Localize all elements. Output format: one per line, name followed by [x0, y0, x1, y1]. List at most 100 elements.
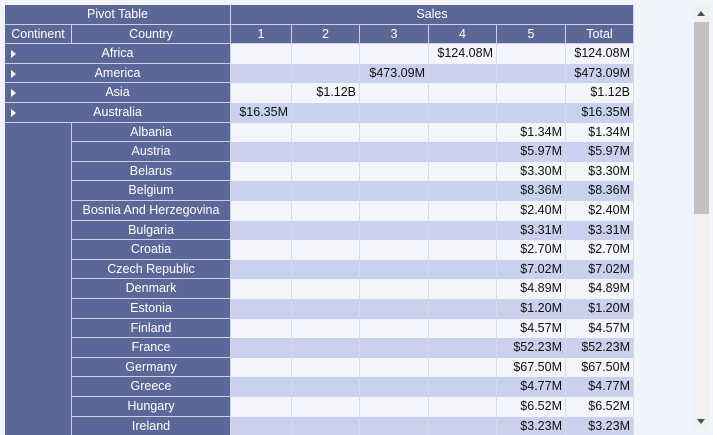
value-cell — [429, 259, 497, 280]
value-cell — [360, 201, 429, 221]
value-cell — [231, 63, 292, 84]
row-field-header[interactable]: Continent — [5, 24, 72, 45]
value-cell — [231, 259, 292, 280]
value-cell — [292, 201, 360, 221]
scrollbar[interactable] — [693, 5, 710, 430]
country-cell: Estonia — [72, 299, 231, 319]
value-cell — [292, 161, 360, 182]
value-cell — [360, 338, 429, 358]
value-cell — [231, 122, 292, 143]
value-cell — [231, 240, 292, 260]
value-cell: $8.36M — [497, 181, 566, 201]
value-cell — [292, 357, 360, 378]
value-cell — [292, 181, 360, 201]
value-cell — [231, 397, 292, 417]
value-cell: $4.77M — [497, 377, 566, 397]
value-cell — [360, 142, 429, 162]
value-cell — [292, 318, 360, 339]
value-cell — [292, 142, 360, 162]
value-cell — [429, 201, 497, 221]
value-cell: $7.02M — [497, 259, 566, 280]
value-cell: $5.97M — [566, 142, 634, 162]
value-cell: $4.89M — [497, 279, 566, 299]
value-cell — [360, 44, 429, 64]
value-cell — [429, 377, 497, 397]
continent-cell[interactable]: Africa — [5, 44, 231, 64]
continent-cell[interactable]: Australia — [5, 103, 231, 123]
value-cell: $6.52M — [566, 397, 634, 417]
value-cell — [360, 299, 429, 319]
country-cell: Ireland — [72, 416, 231, 435]
value-cell — [231, 220, 292, 241]
value-cell — [292, 338, 360, 358]
value-cell — [429, 240, 497, 260]
value-cell — [429, 181, 497, 201]
value-cell: $473.09M — [360, 63, 429, 84]
value-cell: $473.09M — [566, 63, 634, 84]
value-cell: $1.12B — [566, 83, 634, 103]
value-cell — [429, 161, 497, 182]
value-cell — [231, 416, 292, 435]
continent-cell[interactable]: Asia — [5, 83, 231, 103]
column-header: Total — [566, 24, 634, 45]
value-cell — [360, 416, 429, 435]
value-cell — [231, 83, 292, 103]
value-cell — [360, 103, 429, 123]
country-cell: Albania — [72, 122, 231, 143]
row-field-header[interactable]: Country — [72, 24, 231, 45]
value-cell: $3.23M — [566, 416, 634, 435]
value-cell — [231, 377, 292, 397]
value-cell — [497, 63, 566, 84]
value-cell: $52.23M — [566, 338, 634, 358]
expand-arrow[interactable] — [11, 49, 16, 58]
value-cell — [429, 416, 497, 435]
country-cell: Hungary — [72, 397, 231, 417]
expand-arrow[interactable] — [11, 69, 16, 78]
value-cell — [429, 357, 497, 378]
value-cell — [292, 416, 360, 435]
scroll-down[interactable] — [697, 419, 705, 424]
continent-cell[interactable]: America — [5, 63, 231, 84]
value-cell — [360, 122, 429, 143]
value-cell — [292, 279, 360, 299]
corner-header: Pivot Table — [5, 5, 231, 25]
value-cell: $2.70M — [566, 240, 634, 260]
value-cell: $124.08M — [566, 44, 634, 64]
continent-group-cell — [5, 122, 72, 435]
value-cell — [497, 83, 566, 103]
value-cell: $4.57M — [566, 318, 634, 339]
value-cell — [360, 377, 429, 397]
column-header: 4 — [429, 24, 497, 45]
value-cell — [429, 63, 497, 84]
expand-arrow[interactable] — [11, 89, 16, 98]
column-header: 3 — [360, 24, 429, 45]
value-cell — [360, 279, 429, 299]
value-cell — [292, 299, 360, 319]
value-cell: $4.77M — [566, 377, 634, 397]
value-cell: $5.97M — [497, 142, 566, 162]
country-cell: Denmark — [72, 279, 231, 299]
value-cell — [231, 161, 292, 182]
scroll-thumb[interactable] — [694, 22, 709, 214]
column-header: 5 — [497, 24, 566, 45]
country-cell: Croatia — [72, 240, 231, 260]
country-cell: Belgium — [72, 181, 231, 201]
value-cell — [292, 122, 360, 143]
value-cell — [360, 181, 429, 201]
value-cell: $4.57M — [497, 318, 566, 339]
value-cell: $7.02M — [566, 259, 634, 280]
value-cell — [429, 83, 497, 103]
value-cell: $3.23M — [497, 416, 566, 435]
value-cell: $1.12B — [292, 83, 360, 103]
value-cell — [360, 161, 429, 182]
value-cell: $3.31M — [497, 220, 566, 241]
scroll-up[interactable] — [697, 11, 705, 16]
value-cell — [292, 377, 360, 397]
value-cell: $4.89M — [566, 279, 634, 299]
expand-arrow[interactable] — [11, 108, 16, 117]
column-header: 2 — [292, 24, 360, 45]
country-cell: France — [72, 338, 231, 358]
value-cell — [292, 44, 360, 64]
value-cell — [231, 299, 292, 319]
